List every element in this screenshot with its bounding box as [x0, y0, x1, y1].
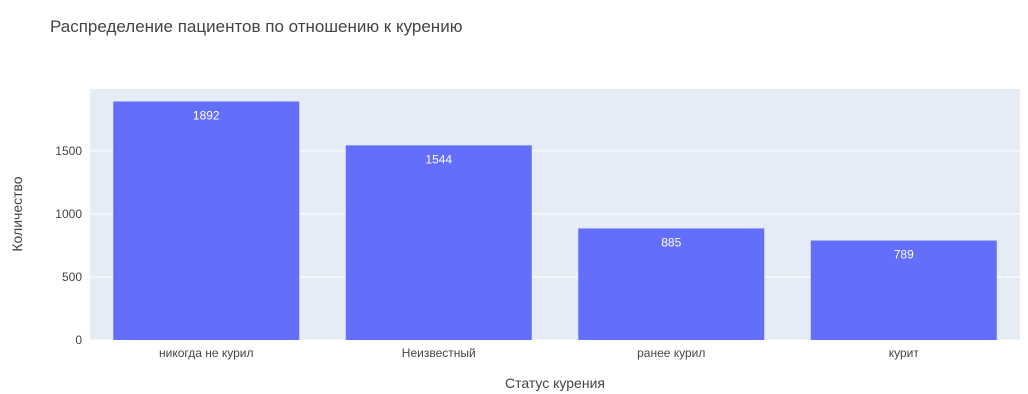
x-tick-label: никогда не курил: [159, 346, 254, 360]
bars: [113, 101, 997, 341]
x-axis-title: Статус курения: [505, 375, 605, 391]
bar-value-label: 885: [661, 235, 681, 249]
x-tick-label: ранее курил: [637, 346, 705, 360]
y-tick-label: 500: [62, 270, 82, 284]
x-tick-label: Неизвестный: [402, 346, 476, 360]
bar: [578, 228, 765, 340]
y-tick-label: 0: [75, 333, 82, 347]
y-axis-ticks: 0 500 1000 1500: [55, 144, 82, 347]
chart-title: Распределение пациентов по отношению к к…: [50, 17, 463, 36]
bar-value-label: 1892: [193, 108, 220, 122]
y-tick-label: 1000: [55, 207, 82, 221]
bar: [810, 240, 997, 340]
y-axis-title: Количество: [9, 176, 25, 251]
bar: [345, 145, 532, 340]
x-axis-ticks: никогда не курил Неизвестный ранее курил ку…: [159, 346, 919, 360]
bar-value-label: 789: [894, 248, 914, 262]
x-tick-label: курит: [889, 346, 920, 360]
y-tick-label: 1500: [55, 144, 82, 158]
bar-value-label: 1544: [425, 152, 452, 166]
bar-value-labels: 1892 1544 885 789: [193, 108, 914, 261]
bar: [113, 101, 300, 341]
